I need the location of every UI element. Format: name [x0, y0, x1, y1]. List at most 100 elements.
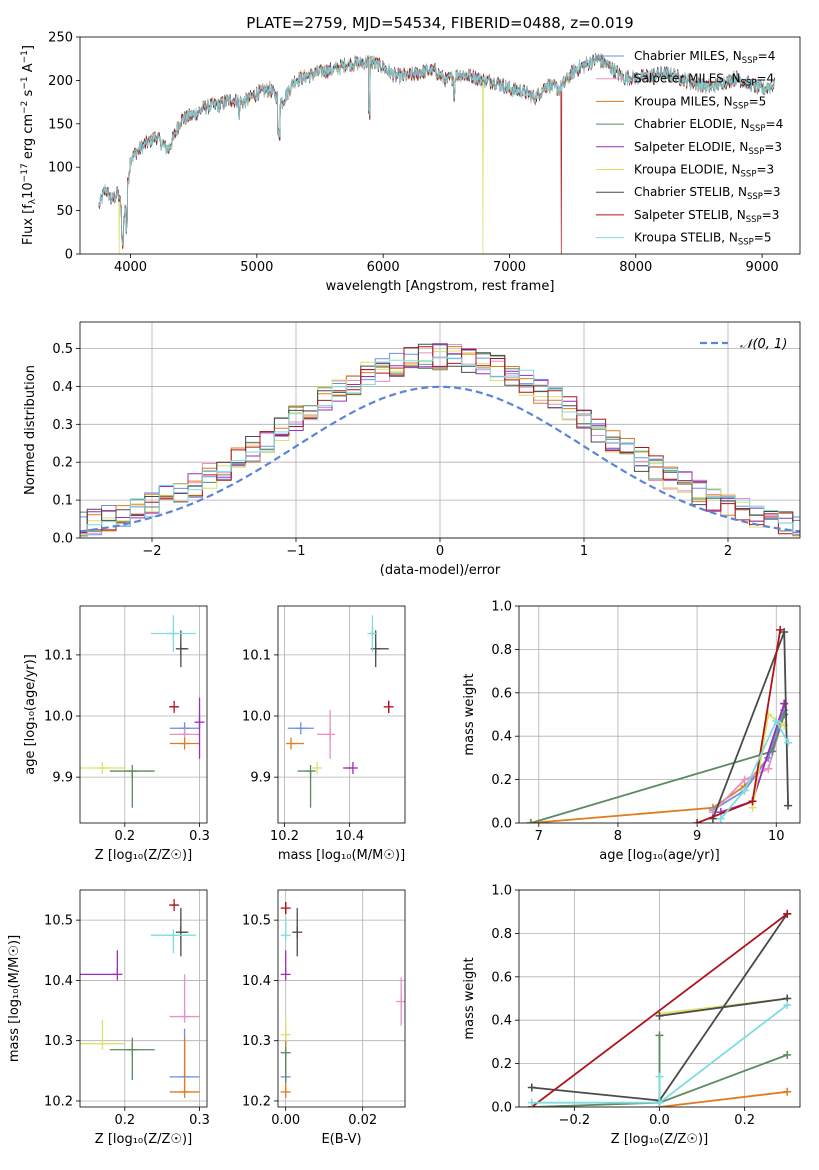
errorbar-salpeter-miles	[317, 709, 336, 759]
x-axis-label: Z [log₁₀(Z/Z☉)]	[611, 1132, 708, 1147]
panel-mass-vs-Z: 0.2 0.3 10.2 10.3 10.4 10.5 Z [log₁₀(Z/Z☉)] mas…	[7, 889, 210, 1147]
y-tick-label: 0.2	[52, 456, 73, 471]
y-tick-label: 0.5	[52, 342, 73, 357]
plot-area	[80, 899, 200, 1098]
weight-line-kroupa-miles	[659, 1090, 788, 1107]
normal-curve	[80, 385, 800, 533]
plot-area	[527, 909, 792, 1107]
y-tick-label: 0.1	[52, 494, 73, 509]
legend-label-text: Chabrier STELIB, N	[634, 185, 747, 199]
y-axis-label-part: Flux [f	[21, 204, 36, 245]
x-tick-label: 7	[535, 829, 543, 844]
legend-label-sub: SSP	[747, 192, 763, 202]
y-tick-label: 10.5	[242, 914, 271, 929]
panel-weight-vs-age: 7 8 9 10 0.0 0.2 0.4 0.6 0.8 1.0 age [log₁₀(age/yr…	[462, 600, 801, 863]
y-tick-label: 10.4	[44, 974, 73, 989]
panel-mass-vs-ebv: 0.00 0.02 10.2 10.3 10.4 10.5 E(B-V)	[242, 889, 406, 1147]
histogram-step-chabrier-stelib	[80, 343, 800, 537]
y-axis-label-part: ]	[21, 45, 36, 50]
weight-marker	[748, 797, 757, 806]
errorbar-chabrier-elodie	[109, 765, 155, 808]
legend-label: Kroupa ELODIE, NSSP=3	[634, 163, 774, 180]
y-axis-label: mass [log₁₀(M/M☉)]	[7, 935, 22, 1062]
legend-label-text: Chabrier MILES, N	[634, 49, 742, 63]
legend-label: 𝒩(0, 1)	[740, 337, 787, 352]
legend-label-sub: SSP	[748, 147, 764, 157]
x-tick-label: 6000	[367, 260, 400, 275]
x-tick-label: 2	[724, 544, 732, 559]
y-tick-label: 100	[48, 161, 73, 176]
legend-label: Kroupa STELIB, NSSP=5	[634, 231, 772, 248]
spectrum-line-kroupa-stelib	[98, 54, 775, 246]
y-tick-label: 10.3	[44, 1034, 73, 1049]
weight-marker	[783, 1087, 792, 1096]
gridlines	[80, 890, 207, 1107]
x-tick-label: 7000	[493, 260, 526, 275]
y-axis-label: Flux [fλ10−17 erg cm−2 s−1 A−1]	[20, 45, 38, 245]
errorbar-chabrier-stelib	[175, 630, 189, 668]
legend-label-text: Salpeter MILES, N	[634, 72, 741, 86]
errorbar-salpeter-stelib	[280, 902, 291, 915]
weight-marker	[527, 1098, 536, 1107]
axes-frame	[79, 321, 801, 539]
y-tick-label: 0.6	[491, 970, 512, 985]
x-tick-label: −1	[286, 544, 305, 559]
errorbar-chabrier-elodie	[109, 1037, 155, 1080]
x-tick-label: 10.2	[270, 829, 299, 844]
legend-label-tail: =3	[756, 163, 774, 177]
panel-age-vs-Z: 0.2 0.3 9.9 10.0 10.1 Z [log₁₀(Z/Z☉)] age [log…	[23, 605, 210, 863]
legend-label-sub: SSP	[741, 170, 757, 180]
legend-label-sub: SSP	[738, 238, 754, 248]
legend-label-tail: =5	[754, 231, 772, 245]
errorbar-kroupa-stelib	[150, 615, 196, 652]
figure-title: PLATE=2759, MJD=54534, FIBERID=0488, z=0…	[246, 14, 633, 32]
y-tick-label: 0.8	[491, 927, 512, 942]
y-tick-label: 1.0	[491, 884, 512, 899]
x-tick-label: 0.3	[189, 1113, 210, 1128]
x-tick-label: 9	[693, 829, 701, 844]
errorbar-chabrier-stelib	[175, 908, 189, 957]
legend-label-tail: =3	[763, 185, 781, 199]
y-axis-label: mass weight	[462, 673, 477, 755]
legend-label-text: Kroupa MILES, N	[634, 94, 733, 108]
y-tick-label: 0.8	[491, 643, 512, 658]
y-tick-label: 0.0	[491, 1101, 512, 1116]
weight-marker	[783, 1001, 792, 1010]
panel-residuals: −2 −1 0 1 2 0.0 0.1 0.2 0.3 0.4 0.5 (data-model)/er…	[23, 321, 801, 578]
y-axis-label-part: −17	[20, 163, 30, 182]
y-tick-label: 9.9	[250, 771, 271, 786]
legend-label-tail: =3	[764, 140, 782, 154]
x-tick-label: 8	[614, 829, 622, 844]
y-tick-label: 0.4	[491, 730, 512, 745]
y-tick-label: 0.0	[491, 817, 512, 832]
y-axis-label-part: 10	[21, 182, 36, 199]
weight-marker	[764, 764, 773, 773]
panel-spectrum: 4000 5000 6000 7000 8000 9000 0 50 100 150 200 250 w…	[20, 31, 801, 294]
y-tick-label: 0.4	[491, 1014, 512, 1029]
y-axis-label-part: −2	[20, 101, 30, 114]
x-tick-label: 5000	[240, 260, 273, 275]
axes-frame	[277, 889, 406, 1108]
legend-label-text: Kroupa STELIB, N	[634, 231, 738, 245]
x-axis-label: Z [log₁₀(Z/Z☉)]	[95, 848, 192, 863]
x-tick-label: 4000	[114, 260, 147, 275]
legend-label: Chabrier ELODIE, NSSP=4	[634, 117, 783, 134]
weight-marker	[783, 1050, 792, 1059]
y-axis-label-part: −1	[20, 50, 30, 63]
legend-label: Chabrier MILES, NSSP=4	[634, 49, 775, 66]
y-tick-label: 250	[48, 31, 73, 46]
weight-marker	[716, 814, 725, 823]
panel-weight-vs-Z: −0.2 0.0 0.2 0.0 0.2 0.4 0.6 0.8 1.0 Z [log₁₀(Z/Z…	[462, 884, 801, 1147]
axes-frame	[79, 36, 801, 255]
plot-area	[98, 53, 775, 254]
errorbar-chabrier-stelib	[292, 908, 303, 957]
errorbar-chabrier-stelib	[370, 630, 389, 668]
legend-label: Salpeter MILES, NSSP=4	[634, 72, 774, 89]
legend-label-tail: =4	[756, 72, 774, 86]
axes-frame	[79, 605, 208, 824]
errorbar-kroupa-stelib	[367, 615, 378, 652]
errorbar-salpeter-elodie	[80, 950, 123, 981]
legend-label: Kroupa MILES, NSSP=5	[634, 94, 766, 111]
weight-line-kroupa-miles	[530, 703, 786, 823]
y-tick-label: 10.0	[242, 710, 271, 725]
